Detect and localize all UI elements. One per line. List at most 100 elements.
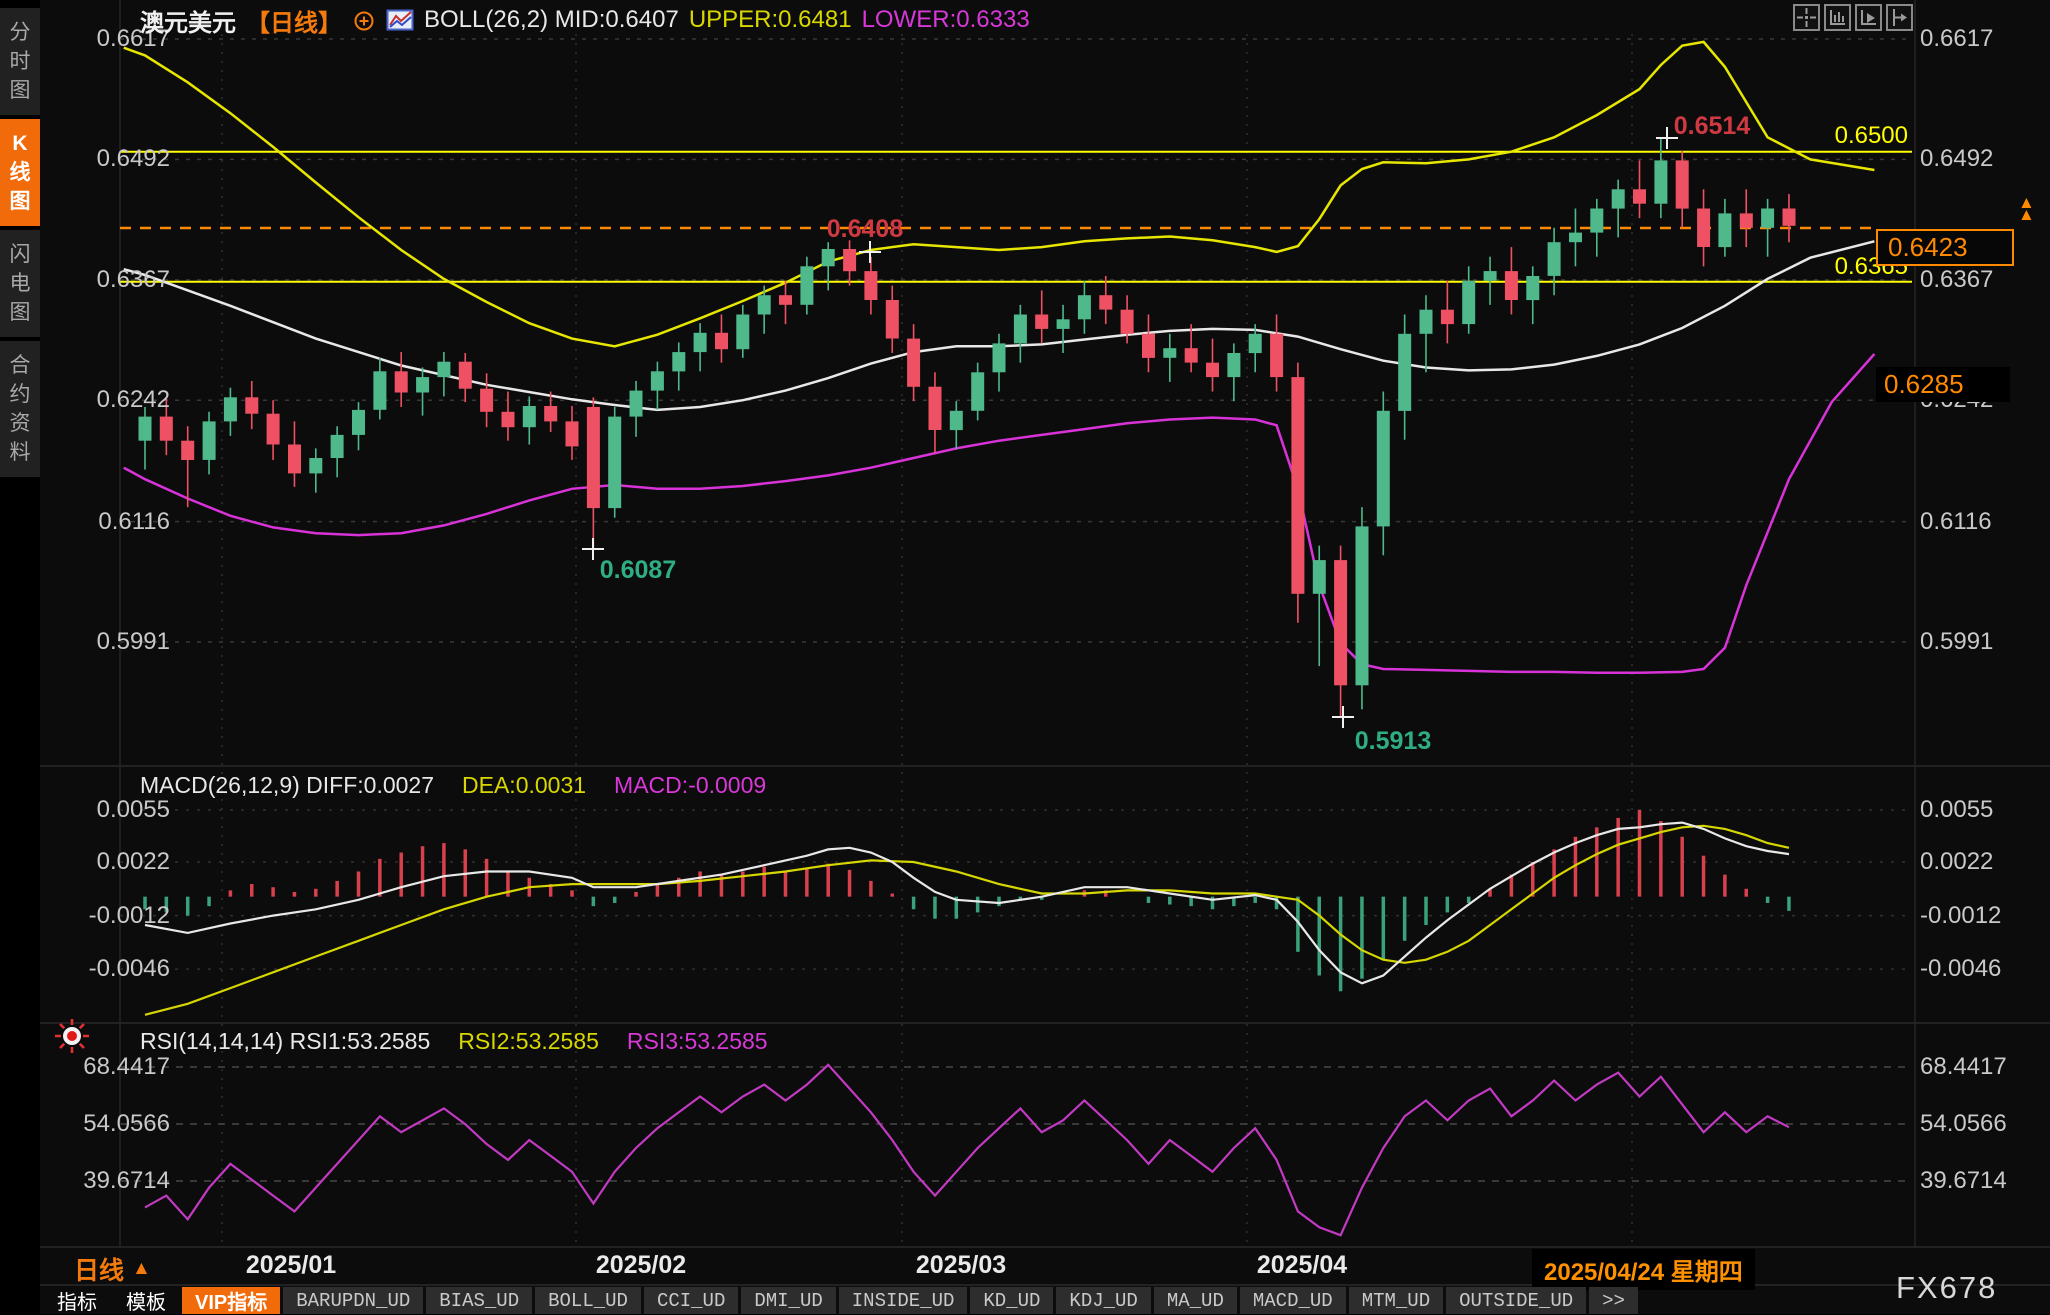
y-axis-label: 0.6617 <box>1920 25 1994 52</box>
tab-macd-ud[interactable]: MACD_UD <box>1239 1287 1346 1314</box>
tab-cci-ud[interactable]: CCI_UD <box>643 1287 739 1314</box>
rsi2-value: RSI2:53.2585 <box>458 1028 599 1054</box>
alarm-icon[interactable] <box>52 1016 92 1061</box>
period-label[interactable]: 【日线】 <box>246 9 342 37</box>
sidebar-item-label: K线图 <box>9 132 31 213</box>
period-selector[interactable]: 日线 ▲ <box>74 1251 151 1287</box>
current-price-tag: 0.6423 <box>1876 229 2014 266</box>
y-axis-label: -0.0046 <box>88 955 170 983</box>
axis-zoom-icon[interactable] <box>1824 4 1851 31</box>
x-axis-month-label: 2025/01 <box>245 1251 337 1279</box>
sidebar-item-time-chart[interactable]: 分时图 <box>0 8 40 115</box>
y-axis-label: -0.0012 <box>88 901 170 929</box>
x-axis-month-label: 2025/03 <box>915 1251 1007 1279</box>
y-axis-label: 0.5991 <box>1920 628 1994 655</box>
y-axis-label: 39.6714 <box>83 1167 170 1194</box>
macd-dea-value: DEA:0.0031 <box>462 772 587 798</box>
tab-inside-ud[interactable]: INSIDE_UD <box>838 1287 968 1314</box>
lower-band-price-value: 0.6285 <box>1884 369 1964 399</box>
chart-header: 澳元美元 【日线】 BOLL(26,2) MID:0.6407 UPPER:0.… <box>140 5 1030 37</box>
y-axis-label: 0.0022 <box>96 848 170 875</box>
y-axis-label: 68.4417 <box>83 1053 170 1080</box>
rsi-title: RSI(14,14,14) RSI1:53.2585 <box>140 1028 431 1054</box>
watermark: FX678 <box>1896 1270 1998 1305</box>
tab-mtm-ud[interactable]: MTM_UD <box>1348 1287 1444 1314</box>
macd-pane <box>143 810 1791 1016</box>
x-axis-month-label: 2025/04 <box>1256 1251 1348 1279</box>
tab-kdj-ud[interactable]: KDJ_UD <box>1056 1287 1151 1314</box>
sidebar-item-candle-chart[interactable]: K线图 <box>0 119 40 226</box>
left-sidebar: 分时图 K线图 闪电图 合约资料 <box>0 0 40 1314</box>
candlestick-series <box>138 138 1796 718</box>
macd-header: MACD(26,12,9) DIFF:0.0027 DEA:0.0031 MAC… <box>140 772 766 799</box>
x-axis-month-label: 2025/02 <box>595 1251 687 1279</box>
y-axis-label: 39.6714 <box>1920 1167 2007 1194</box>
sidebar-item-label: 闪电图 <box>9 243 31 324</box>
y-axis-label: 0.6492 <box>1920 145 1994 173</box>
price-marker-label: 0.6408 <box>826 215 904 243</box>
y-axis-label: 0.0055 <box>96 796 170 823</box>
y-axis-label: 0.6116 <box>1920 507 1992 535</box>
chart-toolbar <box>1793 4 1913 31</box>
sidebar-item-contract-info[interactable]: 合约资料 <box>0 341 40 477</box>
move-crosshair-icon[interactable] <box>1793 4 1820 31</box>
y-axis-label: 0.6242 <box>96 386 170 414</box>
y-axis-label: 68.4417 <box>1920 1053 2007 1080</box>
tab-bias-ud[interactable]: BIAS_UD <box>426 1287 533 1314</box>
sidebar-item-label: 合约资料 <box>9 354 31 464</box>
indicator-chart-icon[interactable] <box>386 8 414 32</box>
y-axis-label: 0.6492 <box>96 145 170 173</box>
crosshair-date-label: 2025/04/24 星期四 <box>1532 1249 1755 1290</box>
sidebar-item-lightning-chart[interactable]: 闪电图 <box>0 230 40 337</box>
rsi-pane <box>144 1063 1790 1237</box>
y-axis-label: 0.6617 <box>96 25 170 52</box>
boll-upper-value: UPPER:0.6481 <box>688 6 852 33</box>
y-axis-label: 0.0022 <box>1920 848 1994 875</box>
current-price-value: 0.6423 <box>1888 232 1968 262</box>
price-up-arrows-icon: ▲ ▲ <box>2018 193 2035 224</box>
rsi-header: RSI(14,14,14) RSI1:53.2585 RSI2:53.2585 … <box>140 1028 768 1055</box>
lower-band-price-tag: 0.6285 <box>1876 367 2010 402</box>
price-marker-label: 0.6514 <box>1673 112 1751 140</box>
y-axis-label: 0.6116 <box>98 507 170 535</box>
y-axis-label: 0.6367 <box>1920 265 1994 293</box>
y-axis-label: 0.6367 <box>96 265 170 293</box>
indicator-tab-bar: 指标 模板 VIP指标 BARUPDN_UD BIAS_UD BOLL_UD CCI_UD D… <box>44 1287 1638 1314</box>
axis-play-icon[interactable] <box>1855 4 1882 31</box>
alert-lines <box>120 150 1912 283</box>
period-selector-label: 日线 <box>74 1257 125 1285</box>
y-axis-label: 0.0055 <box>1920 796 1994 823</box>
rsi3-value: RSI3:53.2585 <box>626 1028 768 1054</box>
tab-kd-ud[interactable]: KD_UD <box>970 1287 1054 1314</box>
y-axis-label: 54.0566 <box>83 1110 170 1137</box>
sidebar-item-label: 分时图 <box>9 21 31 102</box>
price-marker-label: 0.6087 <box>599 556 677 584</box>
chevron-up-icon: ▲ <box>132 1258 151 1279</box>
tab-template[interactable]: 模板 <box>126 1292 166 1314</box>
tab-indicator[interactable]: 指标 <box>57 1292 97 1314</box>
bollinger-bands <box>123 40 1876 675</box>
y-axis-label: -0.0012 <box>1920 901 2002 929</box>
pane-frame <box>40 0 2050 1286</box>
swing-markers <box>582 127 1678 728</box>
add-alert-icon[interactable] <box>352 8 376 32</box>
y-axis-label: -0.0046 <box>1920 955 2002 983</box>
boll-value: BOLL(26,2) MID:0.6407 <box>424 6 679 33</box>
alert-line-label: 0.6500 <box>1834 122 1908 149</box>
boll-lower-value: LOWER:0.6333 <box>861 6 1030 33</box>
tab-ma-ud[interactable]: MA_UD <box>1153 1287 1237 1314</box>
symbol-name: 澳元美元 <box>140 9 236 37</box>
grid-lines <box>120 34 1912 1246</box>
pan-right-icon[interactable] <box>1886 4 1913 31</box>
tab-outside-ud[interactable]: OUTSIDE_UD <box>1446 1287 1587 1314</box>
y-axis-label: 0.5991 <box>96 628 170 655</box>
tab-barupdn-ud[interactable]: BARUPDN_UD <box>283 1287 424 1314</box>
price-marker-label: 0.5913 <box>1354 727 1432 755</box>
tab-vip-indicator[interactable]: VIP指标 <box>182 1287 281 1314</box>
tab-boll-ud[interactable]: BOLL_UD <box>535 1287 641 1314</box>
tab-more[interactable]: >> <box>1589 1287 1638 1314</box>
y-axis-label: 54.0566 <box>1920 1110 2007 1137</box>
macd-hist-value: MACD:-0.0009 <box>614 772 767 798</box>
tab-dmi-ud[interactable]: DMI_UD <box>741 1287 836 1314</box>
